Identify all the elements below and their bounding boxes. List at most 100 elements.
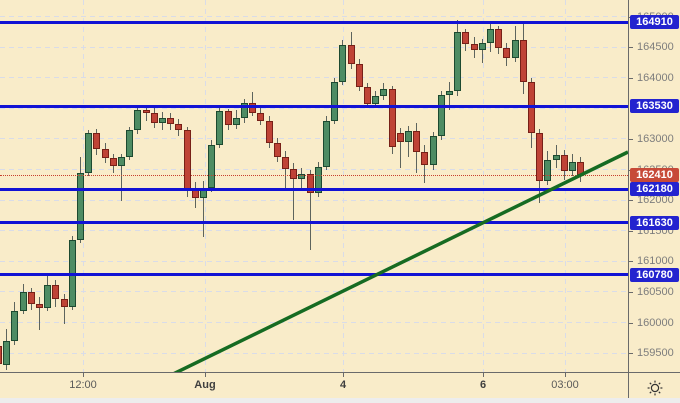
price-level-label: 160780 (630, 267, 679, 282)
candle-body (438, 95, 445, 137)
candle-body (77, 172, 84, 240)
candle-body (20, 291, 27, 311)
candle (438, 0, 445, 372)
candle-body (110, 157, 117, 166)
candle-body (216, 111, 223, 146)
candle (446, 0, 453, 372)
candle (372, 0, 379, 372)
candle-body (266, 121, 273, 144)
candle (323, 0, 330, 372)
price-tick-mark (629, 322, 633, 324)
time-tick-mark (343, 373, 344, 377)
candle-body (233, 118, 240, 126)
time-tick-label: Aug (194, 379, 216, 391)
candle-body (356, 64, 363, 87)
window-bottom-edge (0, 398, 680, 403)
price-tick-label: 160500 (637, 285, 674, 298)
candle-body (249, 103, 256, 113)
candle (175, 0, 182, 372)
candle (266, 0, 273, 372)
candle-wick (482, 38, 483, 64)
candle (495, 0, 502, 372)
candle (331, 0, 338, 372)
candle-body (11, 310, 18, 342)
candle-body (52, 284, 59, 299)
gridline-horizontal (0, 169, 628, 171)
candle (356, 0, 363, 372)
candle-body (372, 96, 379, 105)
candle (569, 0, 576, 372)
gridline-vertical (343, 0, 344, 372)
candle-body (225, 111, 232, 126)
candle-wick (310, 169, 311, 251)
candle (380, 0, 387, 372)
candle (348, 0, 355, 372)
gridline-horizontal (0, 46, 628, 48)
price-tick-mark (629, 353, 633, 355)
candle (3, 0, 10, 372)
candle (134, 0, 141, 372)
candle-body (307, 173, 314, 194)
gridline-vertical (483, 0, 484, 372)
candle (364, 0, 371, 372)
candle (454, 0, 461, 372)
candle (0, 0, 2, 372)
candle (126, 0, 133, 372)
time-tick-mark (83, 373, 84, 377)
trendline[interactable] (0, 0, 628, 372)
candle-body (151, 113, 158, 123)
candle (225, 0, 232, 372)
candle (290, 0, 297, 372)
candle-body (241, 103, 248, 119)
candle-body (520, 39, 527, 82)
price-level-label: 164910 (630, 15, 679, 30)
candle (20, 0, 27, 372)
candle-wick (449, 82, 450, 110)
candle (159, 0, 166, 372)
price-level-line[interactable] (0, 20, 628, 24)
candle-body (536, 133, 543, 182)
candle (544, 0, 551, 372)
candle-wick (39, 296, 40, 330)
candle (52, 0, 59, 372)
price-level-line[interactable] (0, 221, 628, 225)
candle-body (102, 149, 109, 158)
price-level-label: 161630 (630, 215, 679, 230)
candle-body (69, 239, 76, 307)
candle-body (569, 161, 576, 171)
candle-body (93, 133, 100, 150)
candle-body (389, 88, 396, 148)
candle (339, 0, 346, 372)
price-axis[interactable]: 1650001645001640001630001625001620001615… (628, 0, 680, 372)
candle (249, 0, 256, 372)
candle (561, 0, 568, 372)
candle-body (544, 160, 551, 182)
time-axis[interactable]: 12:00 Aug 4 6 03:00 (0, 372, 628, 403)
candle (421, 0, 428, 372)
candle-body (3, 341, 10, 366)
candle (77, 0, 84, 372)
gridline-horizontal (0, 230, 628, 232)
price-tick-mark (629, 230, 633, 232)
candle-body (495, 29, 502, 49)
gridline-horizontal (0, 352, 628, 354)
candle (479, 0, 486, 372)
candle (69, 0, 76, 372)
settings-gear-icon[interactable] (646, 379, 664, 397)
axis-corner-box (628, 372, 680, 403)
gridline-horizontal (0, 199, 628, 201)
candle (315, 0, 322, 372)
price-level-line[interactable] (0, 104, 628, 108)
price-level-line[interactable] (0, 273, 628, 277)
candle-body (380, 88, 387, 97)
candle (397, 0, 404, 372)
candle (536, 0, 543, 372)
candle-body (36, 304, 43, 309)
chart-pane[interactable] (0, 0, 628, 372)
candle-body (28, 291, 35, 305)
candle-body (134, 110, 141, 131)
candle-body (553, 154, 560, 161)
candle-body (512, 39, 519, 58)
price-level-line[interactable] (0, 187, 628, 191)
